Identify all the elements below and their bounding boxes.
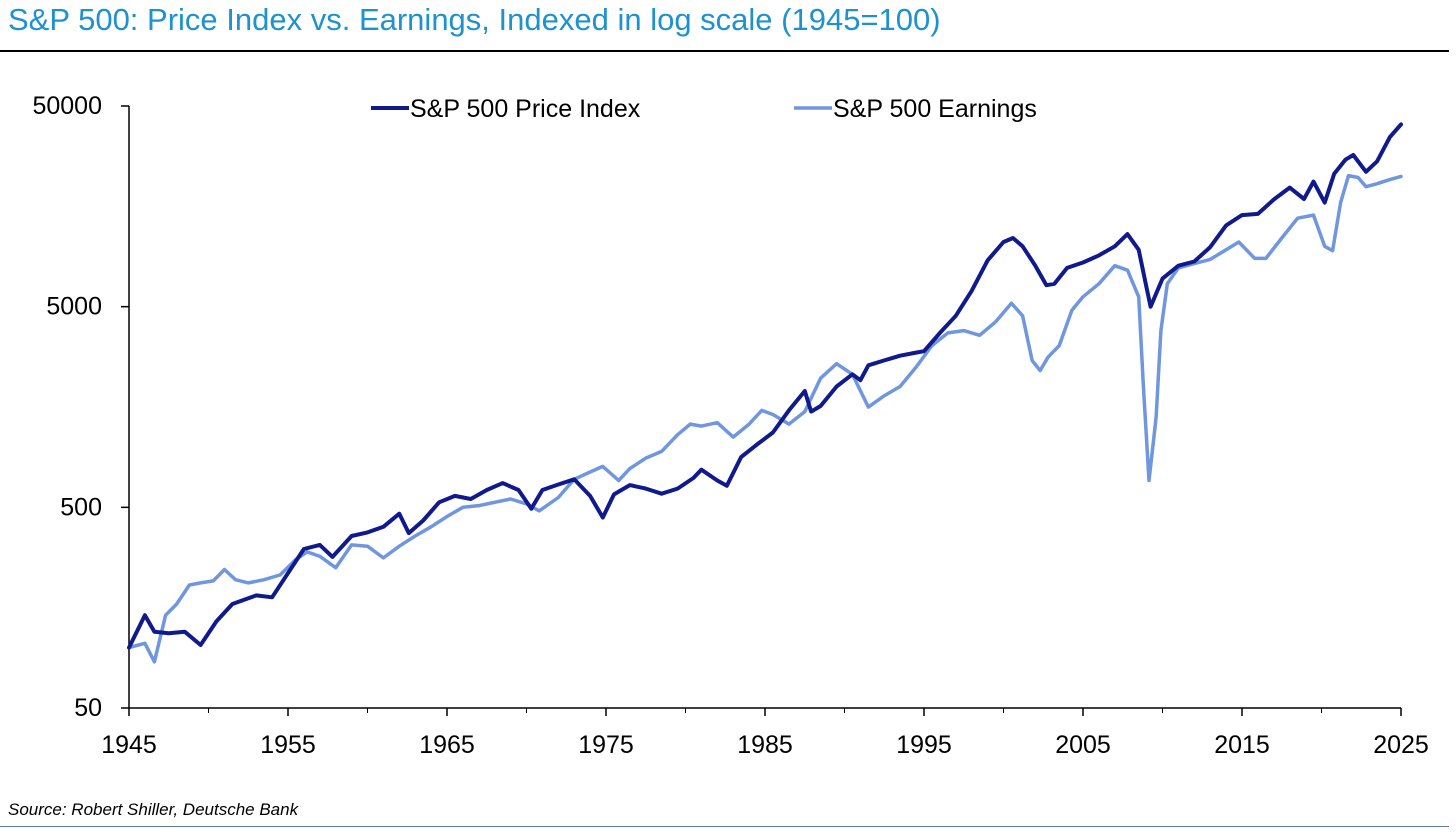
y-tick-label: 50000	[32, 92, 102, 120]
x-tick-label: 2005	[1055, 731, 1111, 759]
y-tick-label: 500	[60, 493, 102, 521]
chart-title: S&P 500: Price Index vs. Earnings, Index…	[8, 2, 941, 37]
series-line-earnings	[127, 173, 1403, 664]
title-divider	[0, 50, 1449, 52]
y-tick-label: 5000	[46, 293, 102, 321]
series-line-price-index	[127, 122, 1403, 650]
x-tick-label: 1955	[260, 731, 316, 759]
x-tick-label: 1985	[737, 731, 793, 759]
x-tick-label: 2015	[1214, 731, 1270, 759]
bottom-divider	[0, 826, 1449, 827]
source-note: Source: Robert Shiller, Deutsche Bank	[8, 800, 299, 819]
legend-label: S&P 500 Price Index	[410, 95, 641, 123]
legend-label: S&P 500 Earnings	[833, 95, 1037, 123]
x-tick-label: 2025	[1373, 731, 1429, 759]
y-tick-label: 50	[74, 694, 102, 722]
x-tick-label: 1965	[419, 731, 475, 759]
x-tick-label: 1995	[896, 731, 952, 759]
x-tick-label: 1975	[578, 731, 634, 759]
x-tick-label: 1945	[101, 731, 157, 759]
